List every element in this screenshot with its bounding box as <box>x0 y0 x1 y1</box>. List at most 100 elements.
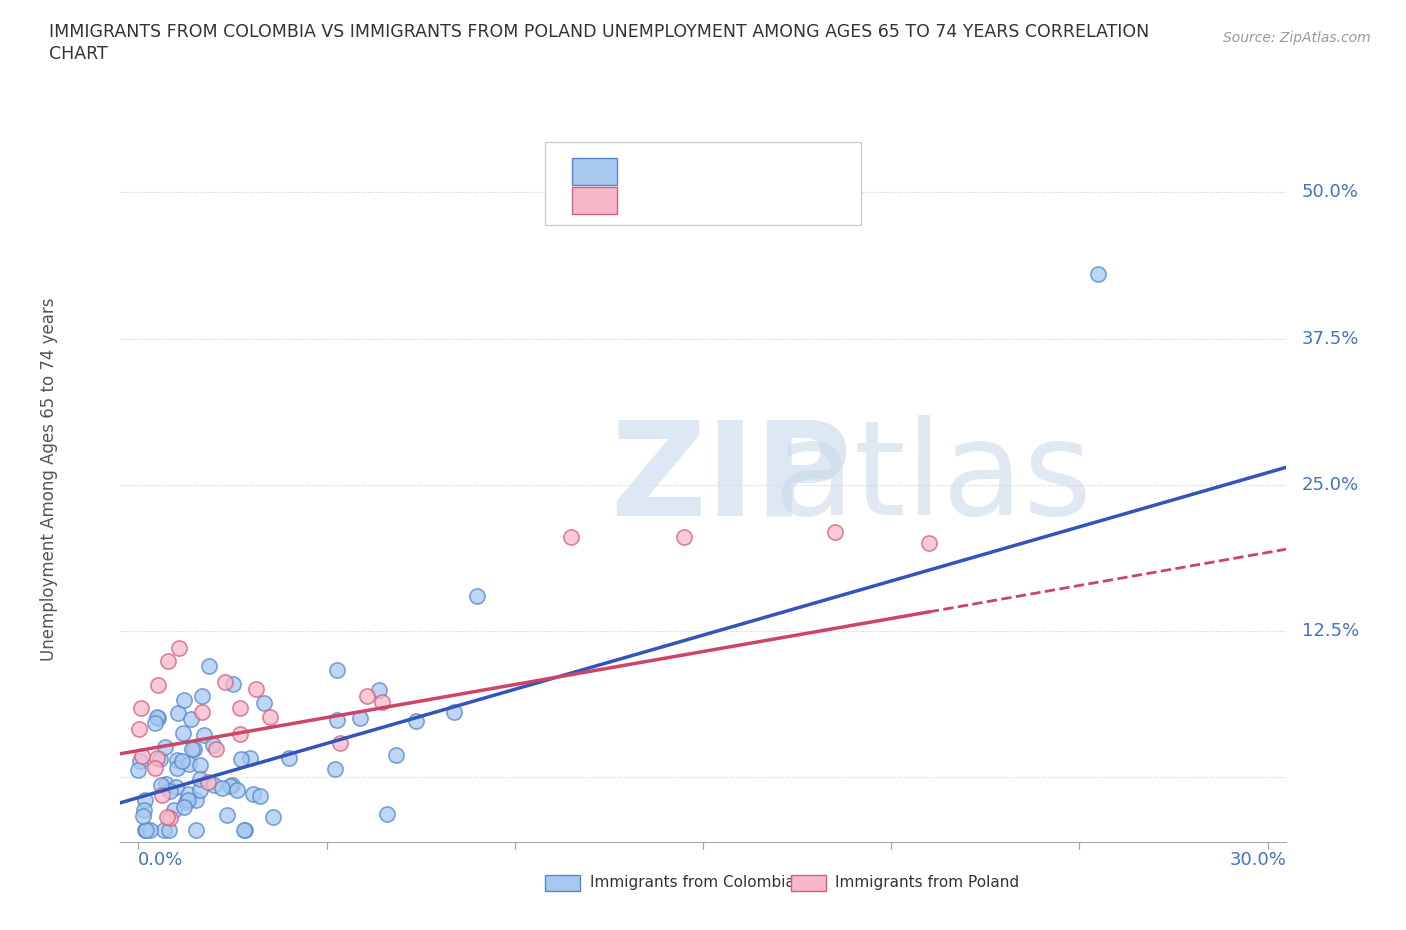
Point <box>323 762 346 777</box>
Point <box>132 803 155 817</box>
Point <box>172 753 194 768</box>
Point <box>367 683 389 698</box>
Point <box>228 726 250 741</box>
Text: atlas: atlas <box>773 416 1092 542</box>
Point <box>197 775 219 790</box>
FancyBboxPatch shape <box>572 187 617 214</box>
Point <box>232 822 254 837</box>
Point <box>188 782 211 797</box>
Point <box>135 822 157 837</box>
Point <box>221 777 243 792</box>
Point <box>226 783 249 798</box>
Point <box>131 749 153 764</box>
Point <box>278 751 301 765</box>
Point <box>229 751 252 766</box>
Point <box>188 771 211 786</box>
Text: 25.0%: 25.0% <box>1302 476 1358 494</box>
Point <box>215 807 238 822</box>
Point <box>1087 267 1109 282</box>
Text: R = 0.533   N = 26: R = 0.533 N = 26 <box>634 192 804 209</box>
Point <box>143 715 166 730</box>
Point <box>159 810 181 825</box>
Point <box>183 741 205 756</box>
Point <box>166 761 188 776</box>
Point <box>222 677 245 692</box>
Point <box>145 751 167 765</box>
Point <box>188 758 211 773</box>
Point <box>560 530 582 545</box>
Point <box>184 822 207 837</box>
Text: 12.5%: 12.5% <box>1302 622 1358 640</box>
Point <box>146 710 169 724</box>
Point <box>245 682 267 697</box>
Point <box>329 736 352 751</box>
Text: R = 0.653   N = 70: R = 0.653 N = 70 <box>634 163 804 180</box>
Point <box>202 777 225 792</box>
Point <box>385 748 408 763</box>
Point <box>148 677 170 692</box>
Text: 0.0%: 0.0% <box>138 851 184 869</box>
Point <box>132 808 155 823</box>
Point <box>177 786 200 801</box>
Point <box>177 792 200 807</box>
Point <box>356 689 378 704</box>
Point <box>233 822 256 837</box>
Point <box>465 589 488 604</box>
Point <box>184 792 207 807</box>
Point <box>204 742 226 757</box>
Point <box>166 752 188 767</box>
Point <box>165 780 187 795</box>
Point <box>139 822 162 837</box>
Point <box>157 822 180 837</box>
Point <box>242 786 264 801</box>
Point <box>149 751 172 766</box>
Point <box>129 700 152 715</box>
Point <box>249 789 271 804</box>
Point <box>148 711 170 725</box>
Point <box>253 696 276 711</box>
Text: Immigrants from Colombia: Immigrants from Colombia <box>589 875 794 891</box>
Text: Unemployment Among Ages 65 to 74 years: Unemployment Among Ages 65 to 74 years <box>41 298 59 660</box>
Point <box>673 530 696 545</box>
Point <box>326 662 349 677</box>
Point <box>326 712 349 727</box>
Text: Source: ZipAtlas.com: Source: ZipAtlas.com <box>1223 31 1371 45</box>
Point <box>156 810 179 825</box>
Text: 37.5%: 37.5% <box>1302 329 1360 348</box>
Point <box>163 803 186 817</box>
Point <box>201 737 224 752</box>
Point <box>127 763 149 777</box>
Point <box>172 725 194 740</box>
Point <box>191 705 214 720</box>
Point <box>149 777 172 792</box>
Point <box>443 704 465 719</box>
Point <box>214 675 236 690</box>
Text: Immigrants from Poland: Immigrants from Poland <box>835 875 1019 891</box>
Point <box>219 778 242 793</box>
Point <box>134 793 156 808</box>
Text: 30.0%: 30.0% <box>1230 851 1286 869</box>
Point <box>155 777 177 791</box>
Point <box>153 822 176 837</box>
Point <box>197 658 219 673</box>
Point <box>153 739 176 754</box>
Point <box>229 700 252 715</box>
FancyBboxPatch shape <box>790 875 825 891</box>
Point <box>179 756 201 771</box>
Text: CHART: CHART <box>49 45 108 62</box>
Point <box>405 714 427 729</box>
Point <box>150 788 173 803</box>
Point <box>211 780 233 795</box>
Point <box>262 809 284 824</box>
FancyBboxPatch shape <box>546 141 860 225</box>
Point <box>193 727 215 742</box>
Point <box>157 654 180 669</box>
Text: IMMIGRANTS FROM COLOMBIA VS IMMIGRANTS FROM POLAND UNEMPLOYMENT AMONG AGES 65 TO: IMMIGRANTS FROM COLOMBIA VS IMMIGRANTS F… <box>49 23 1150 41</box>
Point <box>174 794 197 809</box>
Point <box>371 695 394 710</box>
FancyBboxPatch shape <box>572 157 617 185</box>
Point <box>824 525 846 539</box>
Point <box>173 693 195 708</box>
Point <box>239 751 262 765</box>
Point <box>128 722 150 737</box>
